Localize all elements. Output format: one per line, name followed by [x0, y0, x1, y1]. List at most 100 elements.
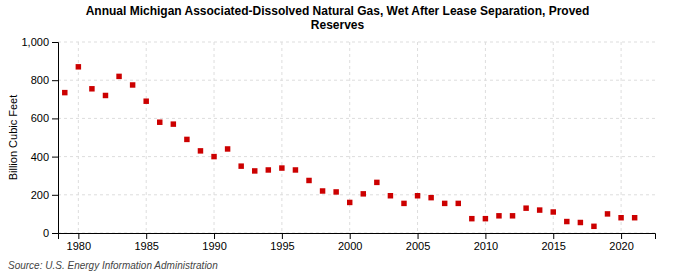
x-tick-mark [214, 233, 215, 239]
x-tick-label: 2005 [406, 240, 430, 252]
x-tick: 1990 [202, 233, 226, 252]
point [76, 64, 81, 69]
x-tick-label: 2020 [609, 240, 633, 252]
y-grid-line [58, 118, 655, 119]
y-tick-label: 0 [43, 227, 49, 239]
point [103, 93, 108, 98]
x-tick: 1995 [270, 233, 294, 252]
point [550, 209, 555, 214]
y-tick-mark [52, 157, 58, 158]
x-tick-label: 1995 [270, 240, 294, 252]
y-tick-label: 1,000 [21, 36, 49, 48]
title: Annual Michigan Associated-Dissolved Nat… [86, 4, 590, 32]
point [306, 178, 311, 183]
point [361, 191, 366, 196]
point [266, 167, 271, 172]
x-tick: 2000 [338, 233, 362, 252]
point [157, 119, 162, 124]
x-tick-label: 1990 [202, 240, 226, 252]
point [496, 213, 501, 218]
y-grid-line [58, 194, 655, 195]
x-tick: 2020 [609, 233, 633, 252]
x-tick: 1980 [67, 233, 91, 252]
point [510, 213, 515, 218]
y-tick-label: 800 [31, 74, 49, 86]
x-tick-mark [78, 233, 79, 239]
x-tick-label: 1985 [134, 240, 158, 252]
plot-area: 1980 1985 1990 1995 2000 2005 2010 2015 2020 0 200… [21, 36, 655, 252]
point [116, 74, 121, 79]
y-tick-label: 600 [31, 112, 49, 124]
point [320, 188, 325, 193]
point [605, 211, 610, 216]
grid [58, 42, 655, 233]
point [483, 216, 488, 221]
point [415, 193, 420, 198]
x-grid-line [485, 42, 486, 233]
x-grid-line [146, 42, 147, 233]
y-axis: 0 200 400 600 800 1,000 [21, 36, 58, 239]
x-tick: 1985 [134, 233, 158, 252]
point [347, 200, 352, 205]
y-grid-line [58, 42, 655, 43]
point [374, 180, 379, 185]
x-grid-line [553, 42, 554, 233]
point [618, 215, 623, 220]
point [252, 168, 257, 173]
x-tick-mark [418, 233, 419, 239]
x-tick: 2005 [406, 233, 430, 252]
x-tick-mark [485, 233, 486, 239]
x-grid-line [214, 42, 215, 233]
x-tick: 2010 [474, 233, 498, 252]
y-axis-line [52, 43, 59, 234]
point [537, 207, 542, 212]
x-tick: 2015 [541, 233, 565, 252]
x-tick-mark [146, 233, 147, 239]
point [632, 215, 637, 220]
x-tick-mark [553, 233, 554, 239]
x-tick-label: 2015 [541, 240, 565, 252]
y-tick-label: 200 [31, 189, 49, 201]
x-grid-line [281, 42, 282, 233]
point [333, 189, 338, 194]
point [293, 167, 298, 172]
point [143, 98, 148, 103]
x-tick-label: 1980 [67, 240, 91, 252]
point [442, 201, 447, 206]
x-grid-line [621, 42, 622, 233]
source: Source: U.S. Energy Information Administ… [8, 260, 218, 271]
points [62, 64, 637, 229]
x-grid-line [78, 42, 79, 233]
point [564, 219, 569, 224]
y-tick: 200 [31, 189, 58, 201]
x-grid-line [417, 42, 418, 233]
y-tick-mark [52, 42, 58, 43]
y-tick: 0 [43, 227, 58, 239]
y-grid-line [58, 80, 655, 81]
point [279, 165, 284, 170]
x-tick-label: 2000 [338, 240, 362, 252]
y-axis-label: Billion Cubic Feet [7, 95, 19, 181]
x-tick-mark [621, 233, 622, 239]
point [428, 195, 433, 200]
point [591, 224, 596, 229]
y-tick: 400 [31, 151, 58, 163]
y-tick: 1,000 [21, 36, 58, 48]
point [238, 163, 243, 168]
point [62, 90, 67, 95]
x-axis: 1980 1985 1990 1995 2000 2005 2010 2015 2020 [59, 233, 656, 252]
point [388, 193, 393, 198]
y-tick-mark [52, 233, 58, 234]
point [89, 86, 94, 91]
point [198, 148, 203, 153]
y-tick-mark [52, 118, 58, 119]
x-tick-mark [282, 233, 283, 239]
point [523, 205, 528, 210]
point [456, 201, 461, 206]
point [578, 220, 583, 225]
y-tick-mark [52, 195, 58, 196]
x-tick-label: 2010 [474, 240, 498, 252]
point [211, 154, 216, 159]
point [171, 121, 176, 126]
point [130, 82, 135, 87]
